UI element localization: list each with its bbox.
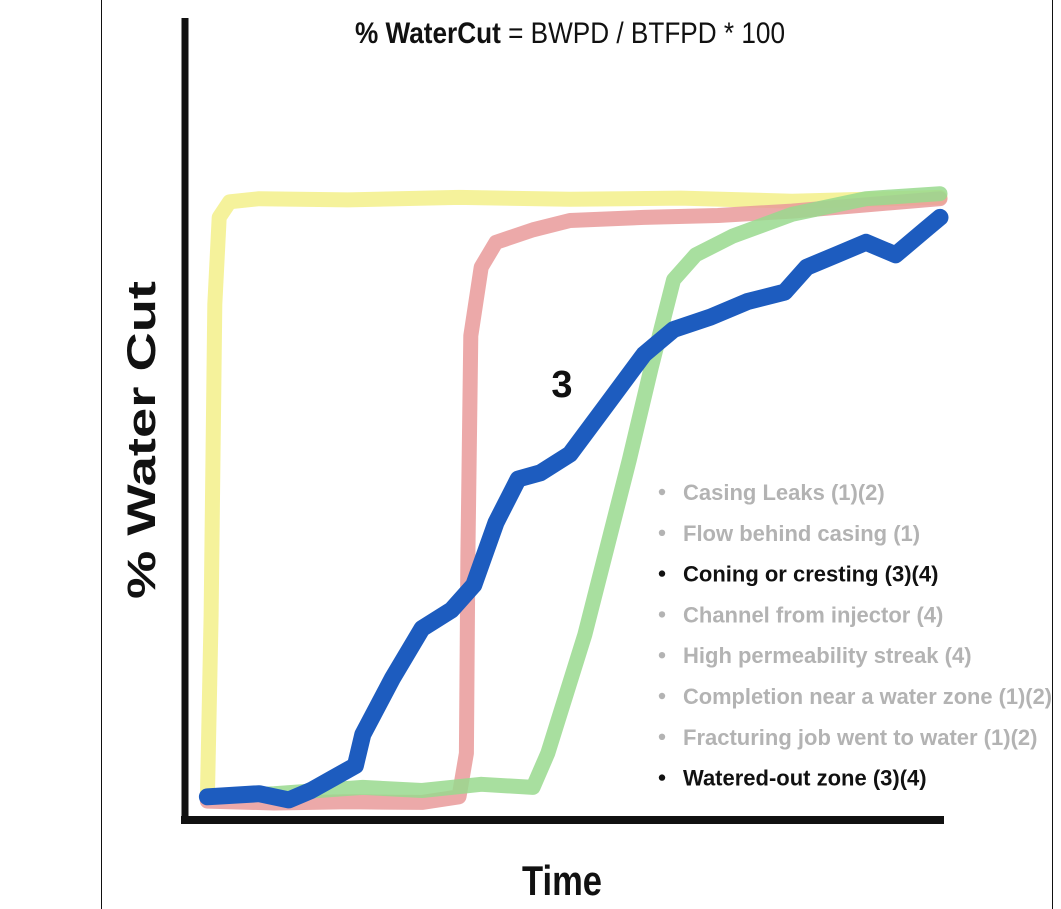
legend-item: High permeability streak (4)	[683, 643, 972, 668]
series-layer	[198, 186, 949, 811]
series-line-coning-or-cresting	[198, 208, 949, 809]
legend-item: Casing Leaks (1)(2)	[683, 480, 885, 505]
legend-item: Channel from injector (4)	[683, 602, 943, 627]
legend-bullet	[658, 692, 666, 700]
legend-bullet	[658, 733, 666, 740]
legend-item: Completion near a water zone (1)(2)	[683, 684, 1052, 709]
series-line-channel-from-injector	[199, 186, 948, 805]
slide-frame	[101, 0, 1053, 909]
legend-item: Fracturing job went to water (1)(2)	[683, 725, 1037, 750]
series-line-flow-behind-casing	[199, 191, 948, 811]
series-annotation: 3	[551, 364, 572, 406]
legend-bullet	[658, 652, 666, 659]
chart-title-formula: = BWPD / BTFPD * 100	[501, 17, 785, 50]
legend-item: Flow behind casing (1)	[683, 521, 920, 546]
legend-bullet	[658, 529, 666, 536]
chart-title: % WaterCut = BWPD / BTFPD * 100	[355, 17, 785, 50]
y-axis-label: % Water Cut	[120, 281, 164, 599]
legend-bullet	[658, 611, 666, 618]
legend: Casing Leaks (1)(2) Flow behind casing (1…	[658, 480, 1052, 791]
legend-bullet	[658, 488, 666, 496]
legend-item: Coning or cresting (3)(4)	[683, 562, 938, 587]
legend-item: Watered-out zone (3)(4)	[683, 766, 927, 791]
chart-title-bold: % WaterCut	[355, 17, 501, 50]
series-line-casing-leak	[199, 189, 948, 805]
legend-bullet	[658, 774, 666, 781]
x-axis-label: Time	[522, 857, 602, 904]
legend-bullet	[658, 570, 666, 577]
